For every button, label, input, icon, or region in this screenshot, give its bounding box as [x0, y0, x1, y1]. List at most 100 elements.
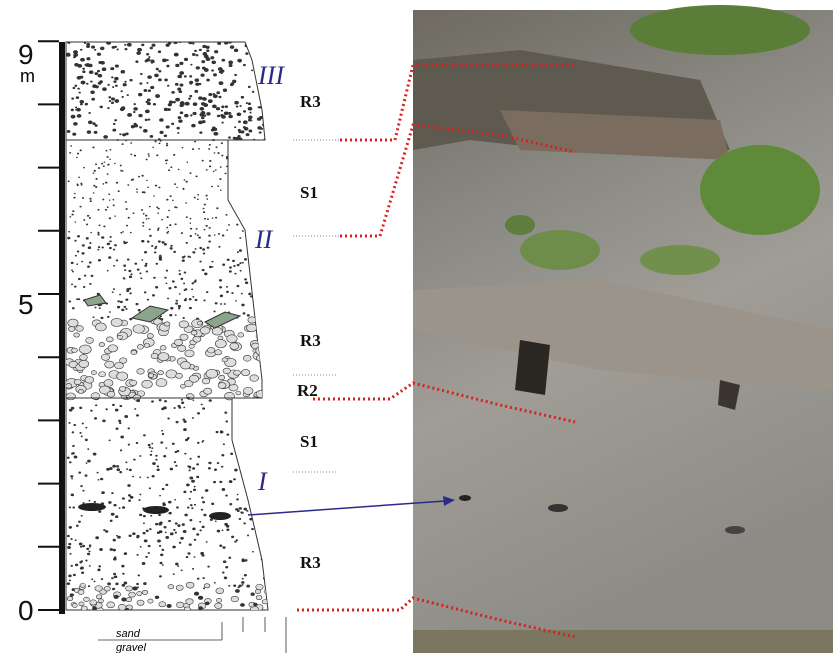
grain: [237, 207, 238, 208]
grain: [71, 478, 72, 479]
grain: [186, 484, 189, 486]
grain: [113, 573, 115, 575]
grain: [218, 186, 219, 187]
grain: [75, 564, 78, 566]
grain: [170, 314, 173, 316]
grain: [138, 309, 140, 311]
grain: [150, 47, 153, 49]
grain: [259, 106, 262, 108]
grain: [199, 237, 201, 239]
grain: [120, 165, 121, 166]
grain: [158, 353, 169, 361]
grain: [80, 100, 84, 103]
grain: [121, 91, 123, 92]
grain: [109, 159, 110, 160]
grain: [129, 592, 136, 597]
grain: [116, 535, 117, 536]
grain: [179, 91, 182, 93]
grain: [256, 430, 259, 432]
grain: [137, 269, 139, 271]
grain: [100, 478, 103, 480]
grain: [184, 453, 186, 454]
grain: [137, 535, 140, 537]
grain: [122, 96, 124, 97]
grain: [180, 334, 188, 340]
grain: [169, 512, 172, 514]
grain: [247, 219, 248, 220]
grain: [236, 201, 237, 202]
grain: [190, 223, 191, 224]
grain: [248, 446, 250, 447]
grain: [74, 193, 75, 194]
grain: [200, 132, 203, 134]
grain: [167, 85, 169, 86]
grain: [181, 278, 183, 280]
grain: [176, 585, 183, 590]
grain: [212, 61, 216, 64]
grain: [159, 258, 162, 260]
grain: [126, 208, 128, 209]
grain: [115, 85, 117, 87]
grain: [195, 79, 199, 82]
grain: [230, 453, 232, 455]
grain: [226, 291, 228, 293]
grain: [160, 346, 166, 351]
grain: [247, 446, 249, 447]
grain: [133, 213, 134, 214]
grain: [95, 586, 102, 592]
grain: [157, 540, 160, 542]
grain: [209, 462, 211, 464]
log-column: [64, 41, 274, 612]
grain: [240, 270, 242, 271]
grain: [190, 257, 191, 258]
grain: [244, 574, 247, 576]
photo: [413, 5, 833, 653]
grain: [230, 176, 232, 177]
grain: [88, 121, 92, 124]
grain: [73, 122, 77, 125]
grain: [166, 448, 167, 449]
grain: [103, 529, 105, 530]
grain: [138, 93, 142, 96]
grain: [102, 68, 106, 71]
grain: [254, 469, 255, 470]
grain: [187, 162, 188, 163]
grain: [156, 263, 158, 265]
grain: [250, 112, 252, 113]
grain: [87, 44, 89, 45]
grain: [136, 442, 138, 443]
grain: [173, 101, 176, 103]
grain: [201, 117, 204, 119]
grain: [95, 125, 98, 127]
grain: [86, 63, 90, 66]
grain: [75, 540, 76, 541]
grain: [180, 62, 184, 65]
grain: [71, 146, 72, 147]
grain: [175, 315, 176, 316]
grain: [192, 508, 194, 509]
grain: [115, 216, 116, 217]
grain: [137, 192, 138, 193]
grain: [212, 327, 222, 335]
grain: [224, 112, 228, 115]
grain: [151, 515, 153, 516]
grain: [238, 333, 244, 337]
grain: [231, 204, 232, 205]
grain: [251, 54, 253, 55]
grain: [96, 178, 98, 179]
grain: [148, 545, 150, 547]
grain: [252, 142, 254, 143]
grain: [168, 501, 171, 503]
grain: [220, 178, 222, 179]
grain: [193, 400, 194, 401]
grain: [133, 587, 138, 591]
grain: [219, 286, 221, 288]
grain: [89, 545, 91, 546]
grain: [143, 582, 146, 584]
grain: [180, 384, 185, 388]
grain: [105, 182, 107, 183]
grain: [74, 424, 76, 426]
grain: [185, 514, 188, 516]
grain: [250, 406, 252, 408]
grain: [98, 511, 101, 513]
